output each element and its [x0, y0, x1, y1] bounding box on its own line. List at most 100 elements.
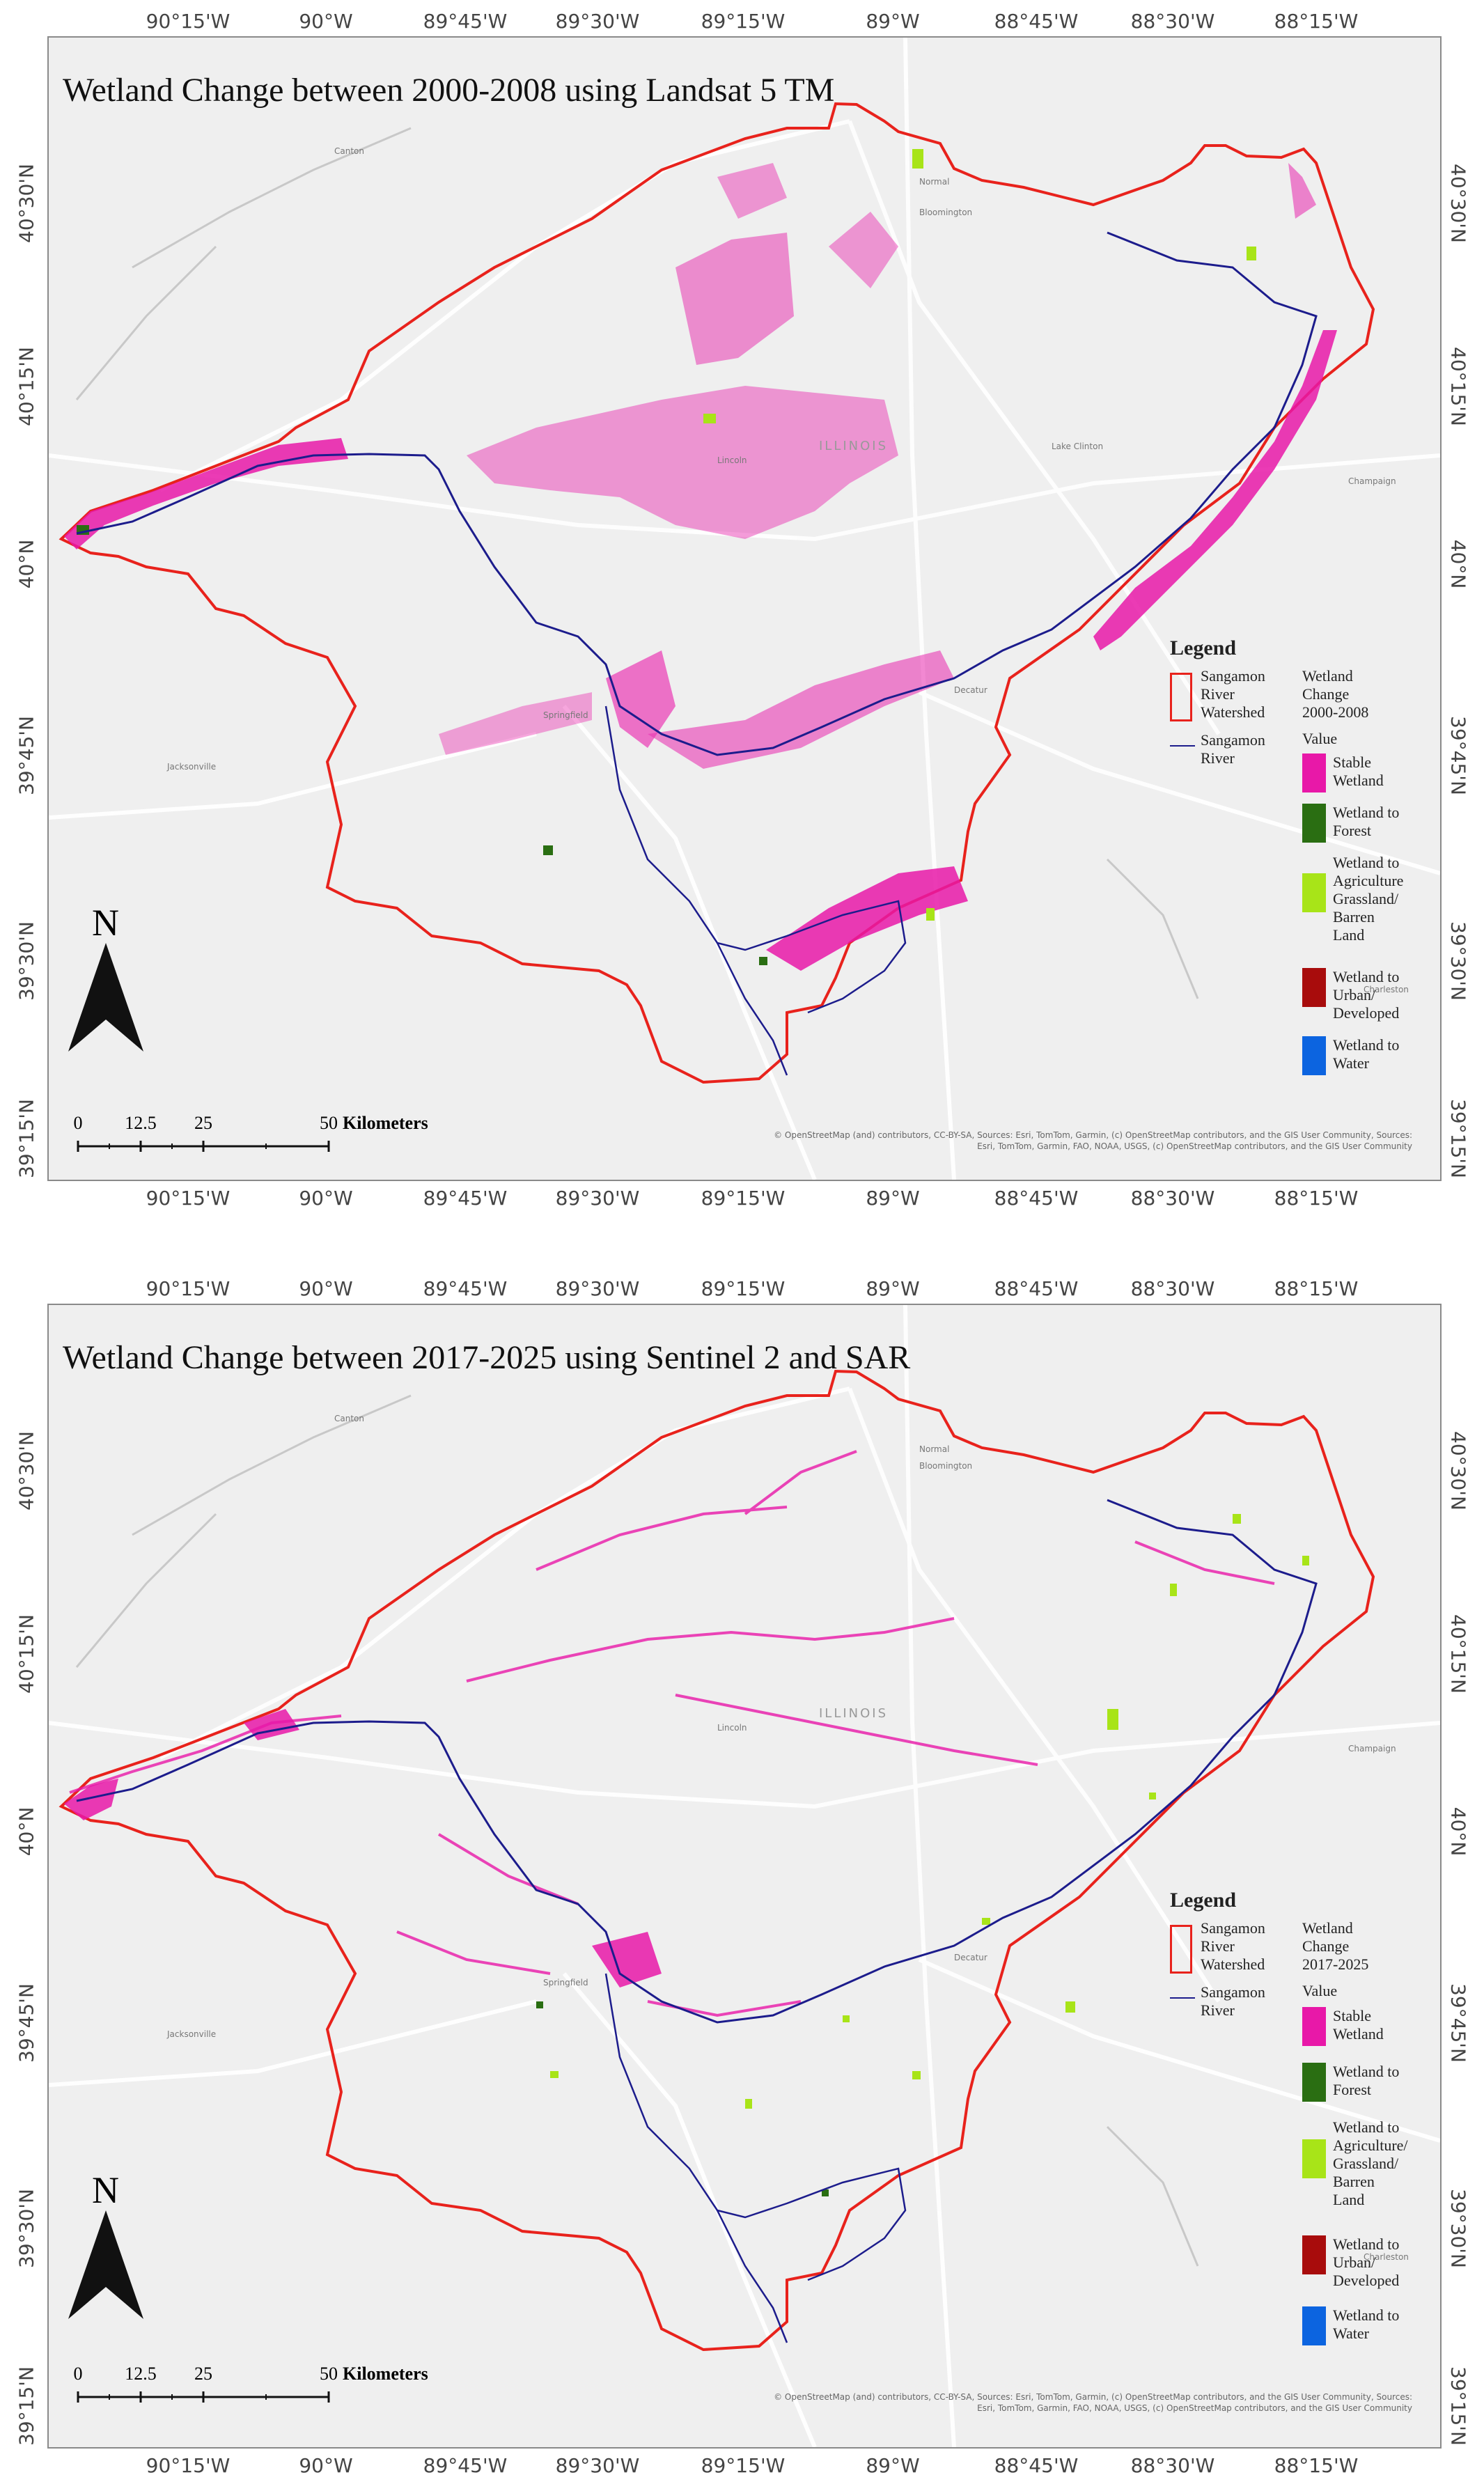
- north-label: N: [92, 902, 119, 944]
- watershed-boundary: [58, 102, 1375, 1084]
- lat-tick: 40°15'N: [15, 347, 38, 426]
- to-forest-patches: [536, 2001, 829, 2196]
- map-title: Wetland Change between 2000-2008 using L…: [63, 72, 835, 109]
- legend-change-title: Wetland Change 2017-2025: [1302, 1919, 1369, 1973]
- scale-bar-line: [77, 1141, 330, 1152]
- town-label: Charleston: [1364, 2252, 1409, 2262]
- town-label: Jacksonville: [167, 2029, 217, 2039]
- lon-tick: 90°W: [299, 10, 353, 33]
- lon-tick: 88°45'W: [994, 1277, 1079, 1300]
- legend-title: Legend: [1170, 637, 1237, 659]
- town-label: Springfield: [543, 710, 588, 720]
- legend-swatch-stable: [1302, 2007, 1326, 2046]
- map-panel-2017-2025: 90°15'W 90°W 89°45'W 89°30'W 89°15'W 89°…: [0, 1254, 1484, 2491]
- town-label: Champaign: [1348, 476, 1396, 486]
- legend-value-heading: Value: [1302, 1982, 1338, 1999]
- to-agriculture-patches: [703, 149, 1256, 921]
- lat-tick: 39°30'N: [1446, 921, 1470, 1001]
- lon-tick: 89°30'W: [555, 1187, 640, 1210]
- lat-tick: 40°15'N: [15, 1614, 38, 1694]
- lat-tick: 39°15'N: [15, 2366, 38, 2446]
- lon-tick: 88°15'W: [1274, 2454, 1359, 2477]
- lon-tick: 90°W: [299, 2454, 353, 2477]
- attribution: © OpenStreetMap (and) contributors, CC-B…: [774, 2392, 1412, 2413]
- basemap-rivers: [75, 127, 1199, 999]
- lon-tick: 90°15'W: [146, 1187, 231, 1210]
- river-tributary: [716, 942, 788, 1076]
- river-tributary: [604, 1973, 907, 2281]
- town-label: Springfield: [543, 1978, 588, 1988]
- legend-item-agriculture: Wetland to Agriculture/Grassland/Barren La…: [1333, 2118, 1408, 2208]
- lon-tick: 88°30'W: [1130, 1277, 1215, 1300]
- north-arrow-icon: [68, 943, 143, 1052]
- lon-tick: 89°15'W: [701, 1277, 786, 1300]
- legend-swatch-water: [1302, 2306, 1326, 2345]
- legend-change-title: Wetland Change 2000-2008: [1302, 667, 1369, 721]
- lat-tick: 39°15'N: [1446, 2366, 1470, 2446]
- lat-tick: 39°15'N: [15, 1099, 38, 1178]
- lon-tick: 89°45'W: [423, 1277, 508, 1300]
- river-tributary: [604, 705, 907, 1014]
- map-legend: Legend Sangamon River Watershed Sangamon…: [1114, 1889, 1435, 2432]
- legend-river-label: Sangamon River: [1201, 1983, 1265, 2019]
- legend-item-forest: Wetland to Forest: [1333, 2063, 1400, 2098]
- map-title: Wetland Change between 2017-2025 using S…: [63, 1339, 911, 1376]
- lat-tick: 40°N: [1446, 1806, 1470, 1857]
- lon-tick: 89°30'W: [555, 1277, 640, 1300]
- lon-tick: 89°15'W: [701, 2454, 786, 2477]
- map-frame: Wetland Change between 2017-2025 using S…: [47, 1304, 1442, 2449]
- lon-tick: 89°W: [866, 2454, 920, 2477]
- stable-wetland-streams: [69, 1450, 1275, 2017]
- state-label: ILLINOIS: [819, 439, 889, 453]
- sangamon-river: [76, 231, 1318, 756]
- legend-watershed-label: Sangamon River Watershed: [1201, 667, 1265, 721]
- lat-tick: 40°30'N: [15, 1431, 38, 1510]
- sangamon-river: [76, 1499, 1318, 2024]
- lat-tick: 39°45'N: [1446, 1983, 1470, 2063]
- scale-bar: 0 12.5 25 50 Kilometers: [63, 1113, 481, 1176]
- lon-tick: 89°45'W: [423, 2454, 508, 2477]
- legend-item-stable: Stable Wetland: [1333, 2007, 1384, 2043]
- legend-item-stable: Stable Wetland: [1333, 753, 1384, 789]
- town-label: Canton: [334, 146, 364, 156]
- watershed-swatch: [1170, 1925, 1192, 1974]
- lon-tick: 89°W: [866, 1187, 920, 1210]
- lat-tick: 40°N: [15, 539, 38, 589]
- town-label: Lake Clinton: [1052, 442, 1104, 451]
- town-label: Bloomington: [919, 208, 973, 217]
- town-label: Canton: [334, 1414, 364, 1423]
- legend-swatch-agriculture: [1302, 2139, 1326, 2178]
- lon-tick: 90°15'W: [146, 1277, 231, 1300]
- lon-tick: 88°15'W: [1274, 10, 1359, 33]
- lat-tick: 40°15'N: [1446, 347, 1470, 426]
- river-swatch: [1170, 1997, 1195, 1999]
- legend-river-label: Sangamon River: [1201, 731, 1265, 767]
- legend-value-heading: Value: [1302, 730, 1338, 747]
- lat-tick: 40°N: [15, 1806, 38, 1857]
- lat-tick: 40°N: [1446, 539, 1470, 589]
- lon-tick: 90°15'W: [146, 10, 231, 33]
- town-label: Jacksonville: [167, 762, 217, 772]
- lon-tick: 89°45'W: [423, 1187, 508, 1210]
- lat-tick: 40°15'N: [1446, 1614, 1470, 1694]
- legend-swatch-agriculture: [1302, 873, 1326, 912]
- legend-item-forest: Wetland to Forest: [1333, 804, 1400, 839]
- legend-item-urban: Wetland to Urban/Developed: [1333, 968, 1400, 1022]
- legend-item-agriculture: Wetland to Agriculture Grassland/Barren Lan…: [1333, 854, 1404, 944]
- town-label: Lincoln: [717, 455, 747, 465]
- lat-tick: 39°30'N: [15, 921, 38, 1001]
- stable-wetland-patches: [64, 163, 1337, 971]
- legend-swatch-urban: [1302, 968, 1326, 1007]
- lon-tick: 89°30'W: [555, 10, 640, 33]
- lon-tick: 90°W: [299, 1277, 353, 1300]
- lat-tick: 40°30'N: [15, 164, 38, 243]
- town-label: Charleston: [1364, 985, 1409, 994]
- legend-swatch-water: [1302, 1036, 1326, 1075]
- lon-tick: 88°15'W: [1274, 1187, 1359, 1210]
- basemap-rivers: [75, 1394, 1199, 2267]
- lon-tick: 88°30'W: [1130, 2454, 1215, 2477]
- town-label: Lincoln: [717, 1723, 747, 1733]
- town-label: Decatur: [954, 1953, 987, 1962]
- town-label: Bloomington: [919, 1461, 973, 1471]
- town-label: Champaign: [1348, 1744, 1396, 1754]
